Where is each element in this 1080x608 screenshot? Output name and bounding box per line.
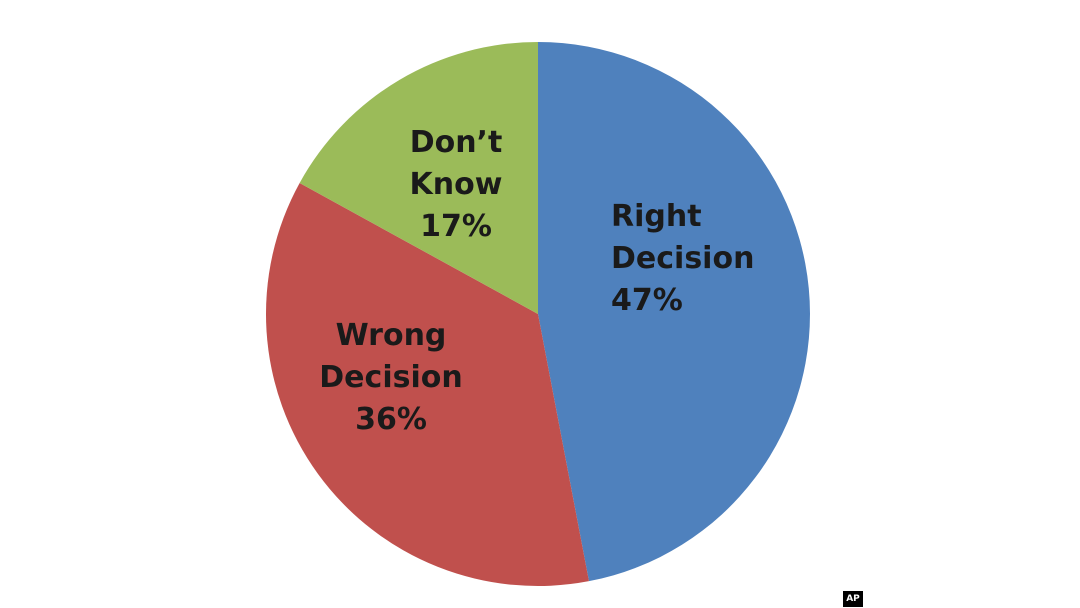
slice-name-line-wrong-decision: Decision: [319, 360, 462, 395]
slice-percent-dont-know: 17%: [420, 209, 492, 244]
slice-percent-wrong-decision: 36%: [355, 402, 427, 437]
slice-name-line-dont-know: Don’t: [410, 125, 503, 160]
pie-slice-wrong-decision: [265, 182, 589, 586]
slice-label-right-decision: Right Decision 47%: [611, 199, 754, 318]
ap-credit-badge: AP: [843, 591, 863, 607]
slice-name-line-right-decision: Right: [611, 199, 702, 234]
slice-name-line-wrong-decision: Wrong: [336, 318, 447, 353]
slice-label-dont-know: Don’t Know 17%: [410, 125, 503, 244]
slice-name-line-dont-know: Know: [410, 167, 503, 202]
pie-slice-right-decision: [538, 42, 810, 582]
pie-slice-dont-know: [299, 42, 538, 314]
slice-label-wrong-decision: Wrong Decision 36%: [319, 318, 462, 437]
slice-name-line-right-decision: Decision: [611, 241, 754, 276]
slice-percent-right-decision: 47%: [611, 283, 683, 318]
